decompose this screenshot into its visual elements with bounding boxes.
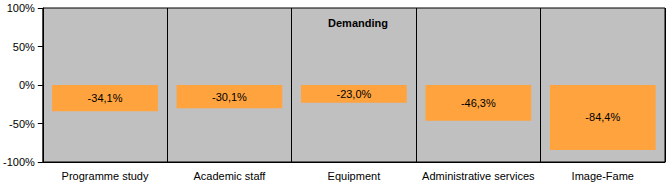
svg-text:Programme study: Programme study — [62, 170, 149, 182]
svg-text:-30,1%: -30,1% — [212, 91, 247, 103]
svg-text:Administrative services: Administrative services — [422, 170, 535, 182]
svg-text:-100%: -100% — [3, 156, 35, 168]
svg-text:-84,4%: -84,4% — [585, 111, 620, 123]
svg-text:Equipment: Equipment — [328, 170, 381, 182]
svg-text:100%: 100% — [7, 2, 35, 14]
svg-text:Image-Fame: Image-Fame — [572, 170, 634, 182]
svg-text:50%: 50% — [13, 41, 35, 53]
svg-text:-34,1%: -34,1% — [88, 92, 123, 104]
svg-text:-23,0%: -23,0% — [336, 88, 371, 100]
svg-text:Academic staff: Academic staff — [193, 170, 266, 182]
svg-text:0%: 0% — [19, 79, 35, 91]
svg-text:Demanding: Demanding — [328, 17, 388, 29]
svg-text:-50%: -50% — [9, 118, 35, 130]
svg-text:-46,3%: -46,3% — [461, 97, 496, 109]
